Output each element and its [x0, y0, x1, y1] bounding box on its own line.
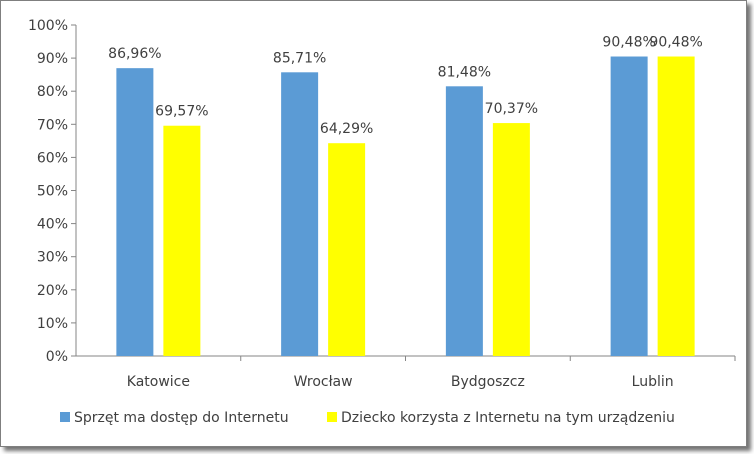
legend-swatch-series-1 — [60, 412, 70, 422]
y-tick-label: 10% — [37, 316, 68, 332]
data-label: 69,57% — [155, 104, 208, 120]
y-tick-label: 20% — [37, 283, 68, 299]
x-category-label: Lublin — [632, 374, 674, 390]
y-tick-label: 90% — [37, 51, 68, 67]
legend-label-series-2: Dziecko korzysta z Internetu na tym urzą… — [341, 410, 675, 426]
bar-wrocław-series-2 — [328, 143, 366, 356]
x-category-label: Katowice — [127, 374, 190, 390]
legend-label-series-1: Sprzęt ma dostęp do Internetu — [74, 410, 289, 426]
data-label: 64,29% — [320, 121, 373, 137]
x-category-label: Wrocław — [294, 374, 353, 390]
y-tick-label: 0% — [46, 349, 68, 365]
bar-lublin-series-1 — [610, 56, 648, 356]
y-tick-label: 60% — [37, 150, 68, 166]
legend-swatch-series-2 — [327, 412, 337, 422]
data-label: 90,48% — [649, 35, 702, 51]
y-tick-label: 70% — [37, 117, 68, 133]
bar-bydgoszcz-series-2 — [492, 123, 530, 356]
bar-katowice-series-1 — [116, 68, 154, 356]
y-tick-label: 100% — [28, 18, 68, 34]
data-label: 86,96% — [108, 46, 161, 62]
bar-katowice-series-2 — [163, 125, 201, 356]
y-tick-label: 50% — [37, 184, 68, 200]
bar-lublin-series-2 — [657, 56, 695, 356]
data-label: 90,48% — [602, 35, 655, 51]
y-tick-label: 40% — [37, 217, 68, 233]
data-label: 85,71% — [273, 50, 326, 66]
bar-bydgoszcz-series-1 — [445, 86, 483, 356]
x-category-label: Bydgoszcz — [451, 374, 525, 390]
bar-wrocław-series-1 — [281, 72, 319, 356]
y-tick-label: 30% — [37, 250, 68, 266]
data-label: 70,37% — [485, 101, 538, 117]
y-tick-label: 80% — [37, 84, 68, 100]
data-label: 81,48% — [438, 64, 491, 80]
